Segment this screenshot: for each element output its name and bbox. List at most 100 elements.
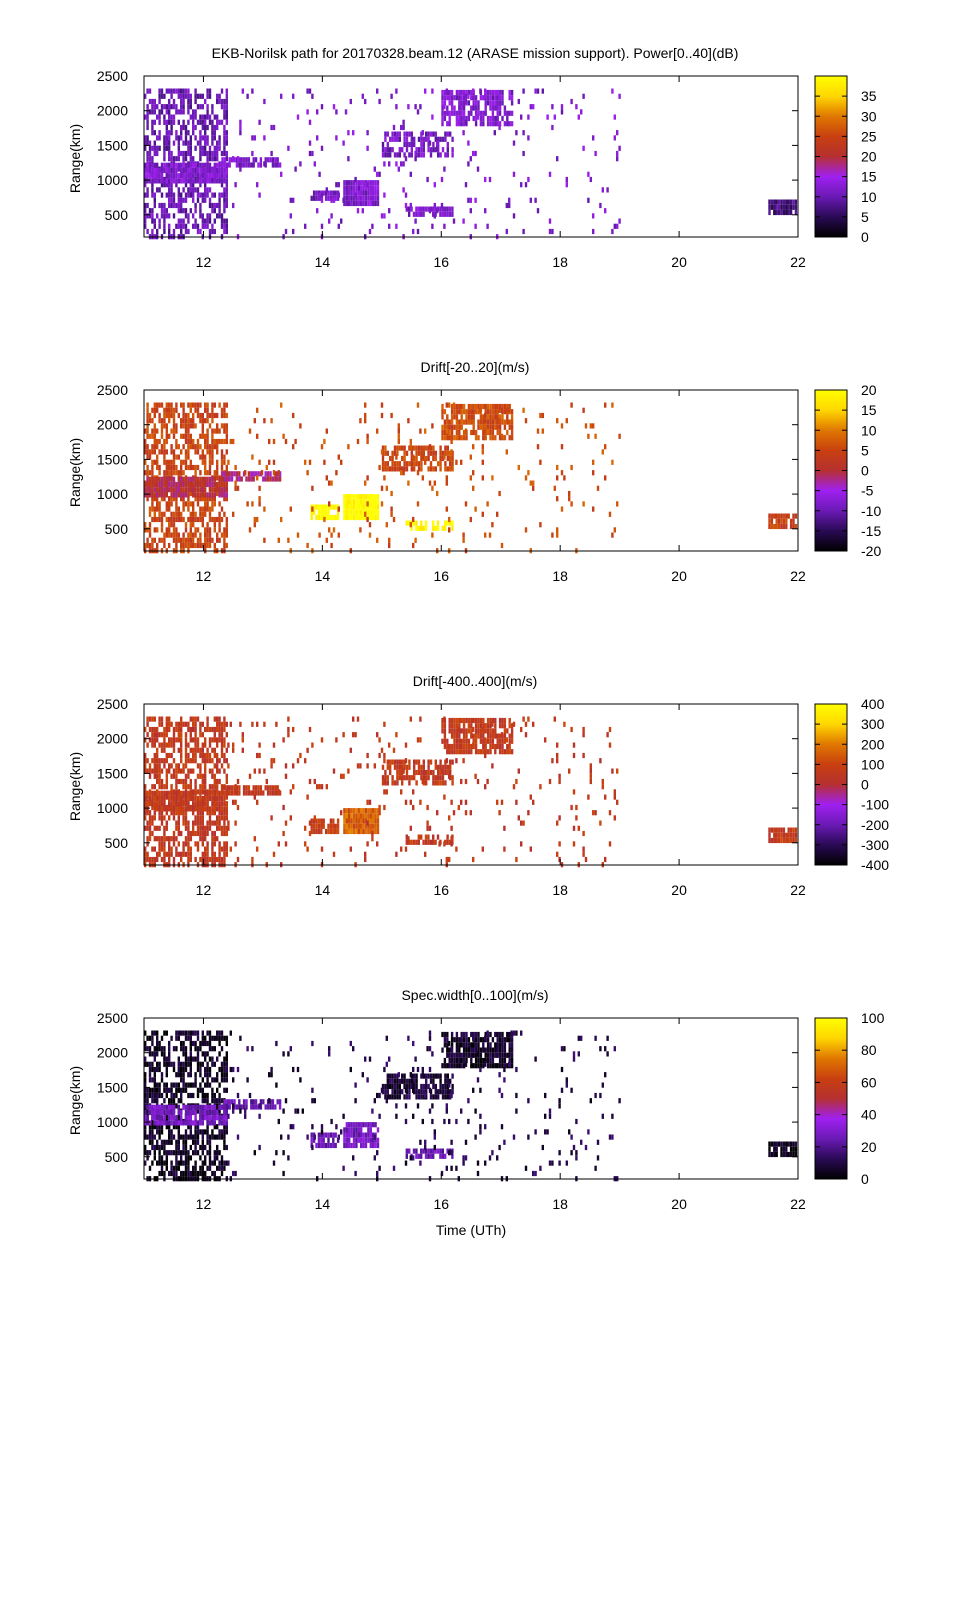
data-cell [486, 419, 490, 425]
data-cell [457, 726, 460, 733]
data-cell [189, 732, 192, 738]
data-cell [465, 749, 468, 755]
data-cell [420, 769, 423, 776]
data-cell [211, 418, 214, 424]
data-cell [223, 167, 226, 174]
data-cell [148, 1092, 152, 1099]
data-cell [148, 454, 152, 460]
data-cell [364, 504, 368, 510]
data-cell [213, 492, 216, 498]
data-cell [196, 1066, 200, 1073]
data-cell [146, 851, 149, 857]
data-cell [168, 223, 171, 229]
data-cell [594, 150, 597, 157]
data-cell [211, 412, 214, 419]
data-cell [253, 794, 256, 800]
data-cell [189, 1144, 192, 1151]
data-cell [258, 768, 261, 774]
data-cell [187, 773, 190, 779]
data-cell [323, 516, 326, 523]
data-cell [204, 145, 207, 151]
data-cell [192, 790, 195, 796]
data-cell [156, 778, 159, 785]
data-cell [192, 768, 195, 774]
data-cell [184, 825, 188, 831]
data-cell [170, 162, 173, 168]
data-cell [446, 738, 449, 744]
data-cell [383, 778, 386, 785]
data-cell [777, 209, 781, 216]
data-cell [199, 532, 202, 538]
data-cell [446, 424, 449, 430]
data-cell [148, 522, 152, 528]
data-cell [432, 455, 435, 462]
data-cell [263, 768, 266, 774]
data-cell [213, 784, 216, 790]
data-cell [204, 542, 207, 549]
data-cell [245, 785, 248, 791]
data-cell [168, 88, 171, 94]
data-cell [177, 1098, 180, 1104]
data-cell [327, 509, 330, 515]
data-cell [392, 516, 396, 523]
data-cell [172, 481, 176, 488]
data-cell [448, 728, 451, 734]
data-cell [204, 223, 207, 229]
data-cell [284, 841, 288, 847]
data-cell [441, 435, 444, 441]
data-cell [362, 200, 365, 207]
data-cell [172, 173, 176, 179]
data-cell [276, 785, 279, 791]
data-cell [441, 424, 444, 430]
x-tick-label: 14 [315, 568, 331, 584]
data-cell [213, 836, 216, 842]
data-cell [163, 182, 166, 188]
data-cell [158, 487, 161, 493]
data-cell [156, 516, 159, 523]
data-cell [386, 759, 389, 765]
data-cell [402, 768, 405, 774]
data-cell [189, 173, 192, 179]
data-cell [265, 778, 268, 785]
data-cell [180, 150, 183, 157]
data-cell [524, 527, 528, 533]
data-cell [156, 1098, 159, 1104]
data-cell [229, 438, 232, 445]
data-cell [482, 403, 485, 410]
data-cell [556, 820, 559, 826]
data-cell [439, 466, 442, 472]
data-cell [477, 100, 480, 106]
data-cell [201, 841, 204, 847]
data-cell [773, 209, 776, 216]
data-cell [362, 818, 365, 824]
data-cell [220, 438, 224, 445]
data-cell [223, 423, 226, 429]
data-cell [225, 516, 228, 523]
data-cell [194, 464, 197, 471]
data-cell [148, 1087, 152, 1093]
data-cell [180, 464, 183, 471]
data-cell [216, 481, 219, 488]
data-cell [443, 794, 446, 800]
data-cell [194, 806, 197, 812]
data-cell [251, 856, 254, 863]
data-cell [374, 190, 377, 196]
data-cell [437, 769, 440, 776]
data-cell [558, 841, 561, 847]
panels: EKB-Norilsk path for 20170328.beam.12 (A… [67, 45, 889, 1238]
data-cell [794, 832, 798, 838]
data-cell [199, 773, 202, 779]
data-cell [177, 119, 180, 125]
data-cell [180, 402, 183, 408]
data-cell [446, 749, 449, 755]
data-cell [484, 435, 487, 441]
data-cell [160, 742, 164, 748]
data-cell [444, 466, 447, 472]
data-cell [187, 492, 190, 498]
data-cell [194, 407, 197, 413]
data-cell [160, 202, 164, 209]
data-cell [158, 449, 161, 455]
data-cell [355, 494, 358, 500]
data-cell [277, 789, 280, 795]
